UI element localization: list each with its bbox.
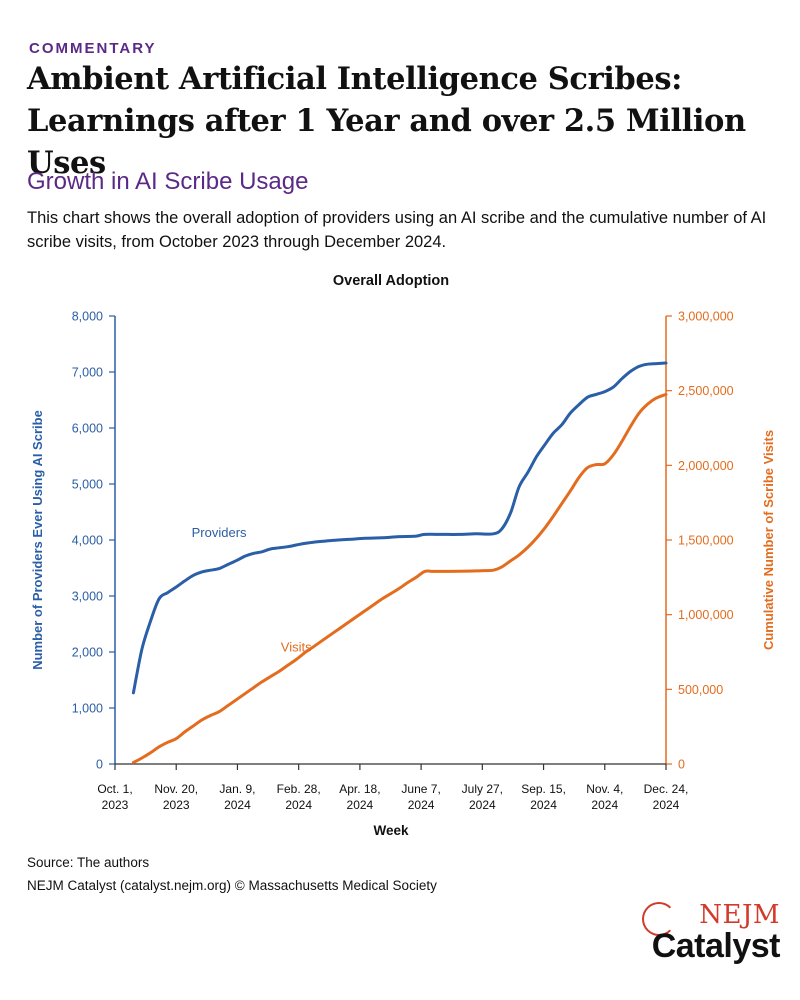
chart-description: This chart shows the overall adoption of… bbox=[27, 209, 767, 251]
left-tick-label: 6,000 bbox=[72, 422, 103, 436]
right-tick-label: 0 bbox=[678, 758, 685, 772]
right-tick-label: 2,000,000 bbox=[678, 459, 734, 473]
x-tick-label: Nov. 20, 2023 bbox=[154, 782, 198, 812]
right-axis-title: Cumulative Number of Scribe Visits bbox=[761, 430, 776, 650]
left-axis-title: Number of Providers Ever Using AI Scribe bbox=[30, 410, 45, 670]
chart-section-title: Growth in AI Scribe Usage bbox=[27, 168, 309, 195]
logo-ring-icon bbox=[642, 902, 676, 936]
series-label-visits: Visits bbox=[281, 639, 312, 654]
left-tick-label: 0 bbox=[96, 758, 103, 772]
logo-catalyst-text: Catalyst bbox=[651, 927, 781, 965]
x-tick-label: Dec. 24, 2024 bbox=[644, 782, 689, 812]
article-title-line-2: Learnings after 1 Year and over 2.5 Mill… bbox=[27, 103, 746, 181]
x-tick-label: June 7, 2024 bbox=[401, 782, 440, 812]
source-note: Source: The authors bbox=[27, 855, 150, 870]
x-tick-label: Feb. 28, 2024 bbox=[277, 782, 321, 812]
left-tick-label: 1,000 bbox=[72, 702, 103, 716]
right-tick-label: 500,000 bbox=[678, 683, 723, 697]
credit-note: NEJM Catalyst (catalyst.nejm.org) © Mass… bbox=[27, 878, 437, 893]
series-layer bbox=[131, 361, 668, 764]
right-tick-label: 1,000,000 bbox=[678, 608, 734, 622]
adoption-chart: Overall Adoption 0 1,000 2,000 3,000 4,000 5,… bbox=[30, 273, 776, 839]
x-tick-label: July 27, 2024 bbox=[462, 782, 503, 812]
right-tick-label: 2,500,000 bbox=[678, 384, 734, 398]
x-tick-label: Jan. 9, 2024 bbox=[219, 782, 255, 812]
logo-nejm-text: NEJM bbox=[699, 900, 780, 930]
x-tick-label: Apr. 18, 2024 bbox=[339, 782, 380, 812]
labels-layer: 0 1,000 2,000 3,000 4,000 5,000 6,000 7,000 8,00… bbox=[30, 310, 776, 839]
article-title-line-1: Ambient Artificial Intelligence Scribes: bbox=[27, 61, 682, 97]
series-line-providers bbox=[131, 361, 668, 695]
left-tick-label: 4,000 bbox=[72, 534, 103, 548]
article-title: Ambient Artificial Intelligence Scribes:… bbox=[27, 58, 787, 184]
left-tick-label: 2,000 bbox=[72, 646, 103, 660]
right-tick-label: 1,500,000 bbox=[678, 534, 734, 548]
x-axis-title: Week bbox=[373, 823, 409, 838]
left-tick-label: 3,000 bbox=[72, 590, 103, 604]
series-line-visits bbox=[131, 392, 668, 764]
nejm-catalyst-logo: NEJM Catalyst bbox=[640, 900, 781, 970]
x-tick-label: Oct. 1, 2023 bbox=[97, 782, 132, 812]
right-tick-label: 3,000,000 bbox=[678, 310, 734, 324]
article-kicker: COMMENTARY bbox=[29, 40, 157, 57]
chart-title: Overall Adoption bbox=[333, 273, 449, 289]
x-tick-label: Nov. 4, 2024 bbox=[586, 782, 623, 812]
x-tick-label: Sep. 15, 2024 bbox=[521, 782, 566, 812]
left-tick-label: 5,000 bbox=[72, 478, 103, 492]
left-tick-label: 8,000 bbox=[72, 310, 103, 324]
series-label-providers: Providers bbox=[192, 525, 247, 540]
axes-layer bbox=[109, 315, 672, 770]
left-tick-label: 7,000 bbox=[72, 366, 103, 380]
